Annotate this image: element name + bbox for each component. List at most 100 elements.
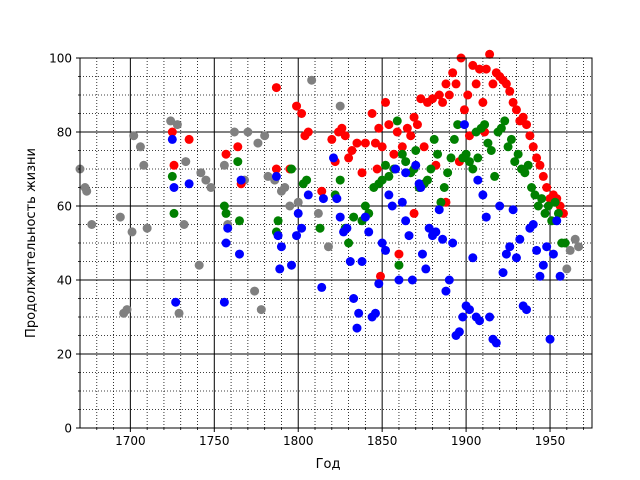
data-point [344,238,354,248]
data-point [533,201,543,211]
data-point [431,227,441,237]
data-point [236,175,246,185]
data-point [505,242,515,252]
data-point [411,146,421,155]
data-point [508,205,518,215]
data-point [397,149,407,159]
data-point [523,160,533,170]
data-point [263,171,273,181]
data-point [360,212,370,222]
data-point [508,97,518,107]
data-point [506,134,516,144]
data-point [273,231,283,241]
data-point [422,175,432,185]
data-point [287,260,297,270]
data-point [221,149,231,159]
data-point [394,260,404,270]
data-point [542,242,552,252]
data-point [522,305,532,315]
data-point [409,112,419,122]
data-point [555,271,565,281]
data-point [302,175,312,185]
data-point [560,238,570,248]
data-point [535,271,545,281]
data-point [384,171,394,181]
data-point [389,149,399,159]
data-point [87,220,97,229]
data-point [292,101,302,111]
x-axis-ticks: 1700 1750 1800 1850 1900 1950 [96,428,585,448]
data-point [364,227,374,237]
data-point [562,264,572,274]
data-point [464,131,474,141]
data-point [449,134,459,144]
data-point [444,90,454,100]
data-point [271,83,281,93]
data-point [473,153,483,163]
data-point [522,120,532,130]
data-point [401,168,411,178]
data-point [417,249,427,259]
data-point [340,131,350,141]
y-tick-label: 40 [57,274,72,288]
data-point [357,257,367,266]
data-point [374,123,384,133]
data-point [532,245,542,255]
data-point [574,242,584,252]
data-point [510,157,520,167]
data-point [532,153,542,163]
data-point [352,138,362,148]
data-point [428,94,438,104]
data-point [433,149,443,159]
data-point [411,160,421,170]
data-point [424,223,434,233]
data-point [184,179,194,189]
data-point [448,238,458,248]
data-point [518,112,528,122]
data-point [419,142,429,152]
data-point [434,205,444,215]
data-point [542,183,552,192]
series-1 [167,49,568,281]
data-point [381,160,391,170]
data-point [357,168,367,178]
data-point [538,171,548,181]
data-point [142,223,152,233]
data-point [503,142,513,152]
data-point [473,175,483,185]
data-point [530,190,540,200]
data-point [553,208,563,218]
data-point [335,212,345,222]
data-point [167,127,177,137]
data-point [443,168,453,178]
data-point [375,271,385,281]
data-point [463,90,473,100]
data-point [453,120,463,130]
data-point [318,194,328,204]
data-point [438,97,448,107]
data-point [490,171,500,181]
data-point [253,138,263,148]
x-axis-label: Год [316,457,341,472]
data-point [570,234,580,244]
data-point [464,157,474,167]
data-point [260,131,270,141]
data-point [505,86,515,96]
data-point [486,146,496,155]
data-point [528,220,538,229]
data-point [391,164,401,174]
data-point [317,282,327,292]
data-point [271,171,281,181]
data-point [297,109,307,118]
data-point [167,171,177,181]
data-point [464,305,474,315]
data-point [528,142,538,152]
x-tick-label: 1850 [367,434,398,448]
data-point [384,120,394,130]
data-point [498,268,508,278]
data-point [256,305,266,315]
data-point [565,245,575,255]
data-point [475,316,485,326]
data-point [451,79,461,89]
